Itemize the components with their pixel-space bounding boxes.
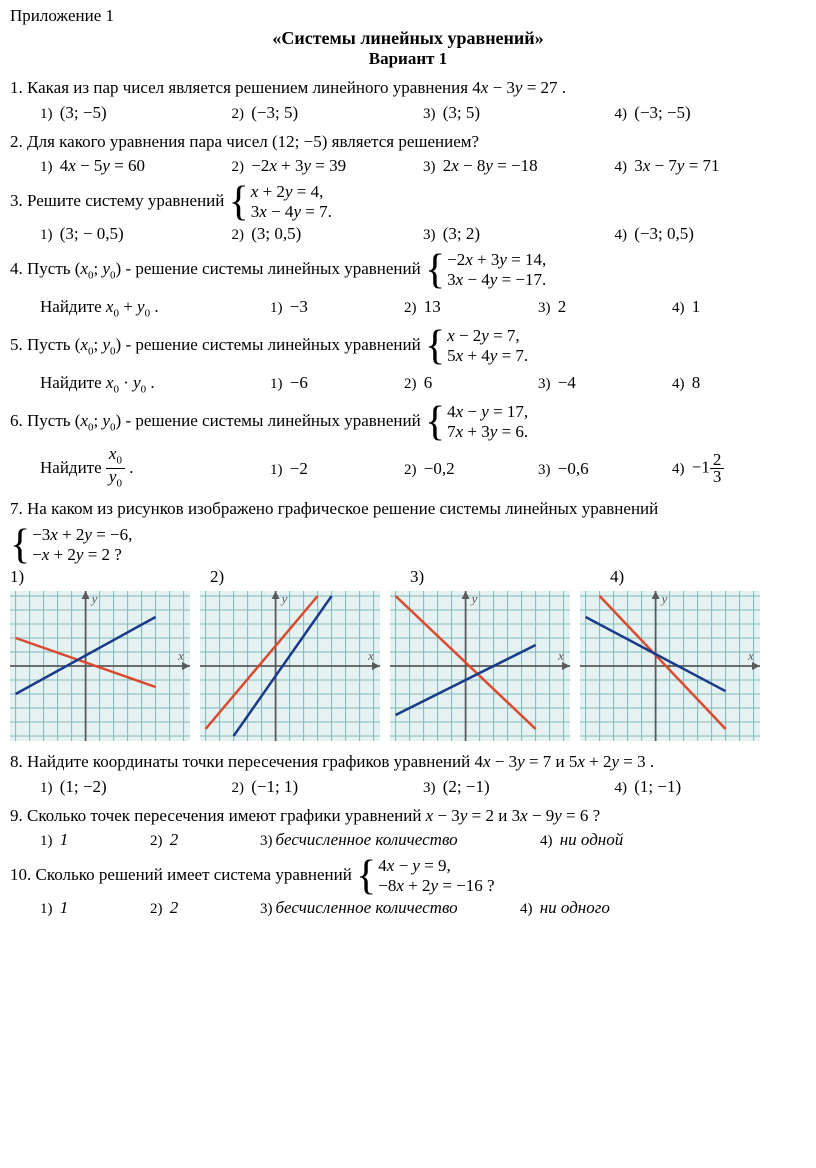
graph-3: xy [390, 591, 570, 741]
q6-find: Найдите x0 y0 . 1) −2 2) −0,2 3) −0,6 4)… [40, 446, 806, 492]
q10-opt-3: 3)бесчисленное количество [260, 898, 520, 918]
variant-label: Вариант 1 [10, 49, 806, 69]
question-3: 3. Решите систему уравнений { x + 2y = 4… [10, 182, 806, 222]
q7-labels: 1) 2) 3) 4) [10, 567, 806, 587]
q7-system: { −3x + 2y = −6, −x + 2y = 2 ? [10, 525, 806, 565]
attachment-label: Приложение 1 [10, 6, 806, 26]
question-6: 6. Пусть (x0; y0) - решение системы лине… [10, 402, 806, 442]
q5-opt-3: 3) −4 [538, 370, 672, 398]
graph-1: xy [10, 591, 190, 741]
q5-pair: (x0; y0) [75, 335, 121, 354]
q10-options: 1) 1 2) 2 3)бесчисленное количество 4) н… [40, 898, 806, 918]
svg-text:x: x [557, 648, 564, 663]
q1-opt-4: 4) (−3; −5) [615, 103, 807, 123]
q1-text-b: . [562, 78, 566, 97]
svg-text:x: x [367, 648, 374, 663]
svg-text:y: y [660, 591, 668, 606]
q3-opt-4: 4) (−3; 0,5) [615, 224, 807, 244]
question-7: 7. На каком из рисунков изображено графи… [10, 496, 806, 522]
svg-text:y: y [90, 591, 98, 606]
q9-opt-3: 3)бесчисленное количество [260, 830, 540, 850]
q3-options: 1) (3; − 0,5) 2) (3; 0,5) 3) (3; 2) 4) (… [40, 224, 806, 244]
q10-system: { 4x − y = 9, −8x + 2y = −16 ? [356, 856, 494, 896]
graph-2: xy [200, 591, 380, 741]
question-2: 2. Для какого уравнения пара чисел (12; … [10, 129, 806, 155]
page-title: «Системы линейных уравнений» [10, 28, 806, 49]
q4-opt-2: 2) 13 [404, 294, 538, 322]
q10-opt-4: 4) ни одного [520, 898, 806, 918]
q1-opt-2: 2) (−3; 5) [232, 103, 424, 123]
q6-opt-1: 1) −2 [270, 456, 404, 482]
q7-lbl-1: 1) [10, 567, 200, 587]
q9-options: 1) 1 2) 2 3)бесчисленное количество 4) н… [40, 830, 806, 850]
q6-pair: (x0; y0) [75, 411, 121, 430]
q2-options: 1) 4x − 5y = 60 2) −2x + 3y = 39 3) 2x −… [40, 156, 806, 176]
q6-opt-3: 3) −0,6 [538, 456, 672, 482]
svg-text:y: y [280, 591, 288, 606]
question-8: 8. Найдите координаты точки пересечения … [10, 749, 806, 775]
q2-opt-1: 1) 4x − 5y = 60 [40, 156, 232, 176]
question-1: 1. Какая из пар чисел является решением … [10, 75, 806, 101]
q8-opt-4: 4) (1; −1) [615, 777, 807, 797]
q1-opt-1: 1) (3; −5) [40, 103, 232, 123]
q9-opt-1: 1) 1 [40, 830, 150, 850]
q2-opt-3: 3) 2x − 8y = −18 [423, 156, 615, 176]
q8-options: 1) (1; −2) 2) (−1; 1) 3) (2; −1) 4) (1; … [40, 777, 806, 797]
q3-opt-2: 2) (3; 0,5) [232, 224, 424, 244]
q5-opt-1: 1) −6 [270, 370, 404, 398]
q7-charts: xyxyxyxy [10, 591, 806, 741]
question-10: 10. Сколько решений имеет система уравне… [10, 856, 806, 896]
q8-opt-3: 3) (2; −1) [423, 777, 615, 797]
q8-opt-1: 1) (1; −2) [40, 777, 232, 797]
question-4: 4. Пусть (x0; y0) - решение системы лине… [10, 250, 806, 290]
q10-opt-2: 2) 2 [150, 898, 260, 918]
q2-opt-4: 4) 3x − 7y = 71 [615, 156, 807, 176]
q5-find: Найдите x0 · y0 . 1) −6 2) 6 3) −4 4) 8 [40, 370, 806, 398]
q2-pair: (12; −5) [272, 132, 327, 151]
q4-opt-4: 4) 1 [672, 294, 806, 322]
q7-lbl-3: 3) [410, 567, 600, 587]
q4-system: { −2x + 3y = 14, 3x − 4y = −17. [425, 250, 546, 290]
q2-opt-2: 2) −2x + 3y = 39 [232, 156, 424, 176]
q3-system: { x + 2y = 4, 3x − 4y = 7. [229, 182, 332, 222]
q1-text: 1. Какая из пар чисел является решением … [10, 78, 472, 97]
q3-opt-1: 1) (3; − 0,5) [40, 224, 232, 244]
q8-opt-2: 2) (−1; 1) [232, 777, 424, 797]
q10-opt-1: 1) 1 [40, 898, 150, 918]
q9-opt-4: 4) ни одной [540, 830, 806, 850]
q6-opt-2: 2) −0,2 [404, 456, 538, 482]
q1-eq: 4x − 3y = 27 [472, 78, 557, 97]
q5-system: { x − 2y = 7, 5x + 4y = 7. [425, 326, 528, 366]
q5-opt-2: 2) 6 [404, 370, 538, 398]
svg-text:y: y [470, 591, 478, 606]
q1-opt-3: 3) (3; 5) [423, 103, 615, 123]
svg-text:x: x [177, 648, 184, 663]
question-5: 5. Пусть (x0; y0) - решение системы лине… [10, 326, 806, 366]
svg-text:x: x [747, 648, 754, 663]
q6-fraction: x0 y0 [106, 446, 125, 492]
q4-opt-3: 3) 2 [538, 294, 672, 322]
q3-opt-3: 3) (3; 2) [423, 224, 615, 244]
q5-opt-4: 4) 8 [672, 370, 806, 398]
q4-pair: (x0; y0) [75, 259, 121, 278]
q7-lbl-4: 4) [610, 567, 800, 587]
q6-opt-4: 4) −123 [672, 452, 806, 485]
q7-lbl-2: 2) [210, 567, 400, 587]
q4-opt-1: 1) −3 [270, 294, 404, 322]
q9-opt-2: 2) 2 [150, 830, 260, 850]
graph-4: xy [580, 591, 760, 741]
q6-system: { 4x − y = 17, 7x + 3y = 6. [425, 402, 528, 442]
q4-find: Найдите x0 + y0 . 1) −3 2) 13 3) 2 4) 1 [40, 294, 806, 322]
q1-options: 1) (3; −5) 2) (−3; 5) 3) (3; 5) 4) (−3; … [40, 103, 806, 123]
question-9: 9. Сколько точек пересечения имеют графи… [10, 803, 806, 829]
